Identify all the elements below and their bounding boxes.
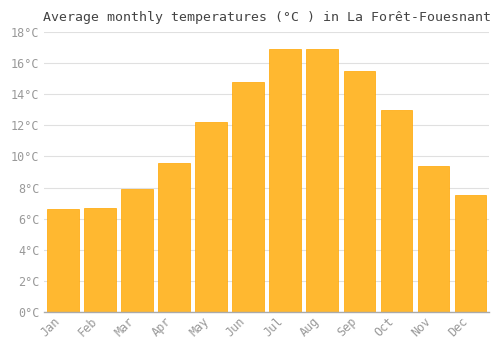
- Bar: [84, 208, 116, 312]
- Bar: [344, 71, 375, 312]
- Bar: [122, 189, 153, 312]
- Bar: [158, 163, 190, 312]
- Bar: [306, 49, 338, 312]
- Bar: [270, 49, 301, 312]
- Bar: [47, 209, 78, 312]
- Bar: [418, 166, 449, 312]
- Bar: [380, 110, 412, 312]
- Bar: [454, 195, 486, 312]
- Bar: [232, 82, 264, 312]
- Bar: [196, 122, 227, 312]
- Title: Average monthly temperatures (°C ) in La Forêt-Fouesnant: Average monthly temperatures (°C ) in La…: [42, 11, 490, 24]
